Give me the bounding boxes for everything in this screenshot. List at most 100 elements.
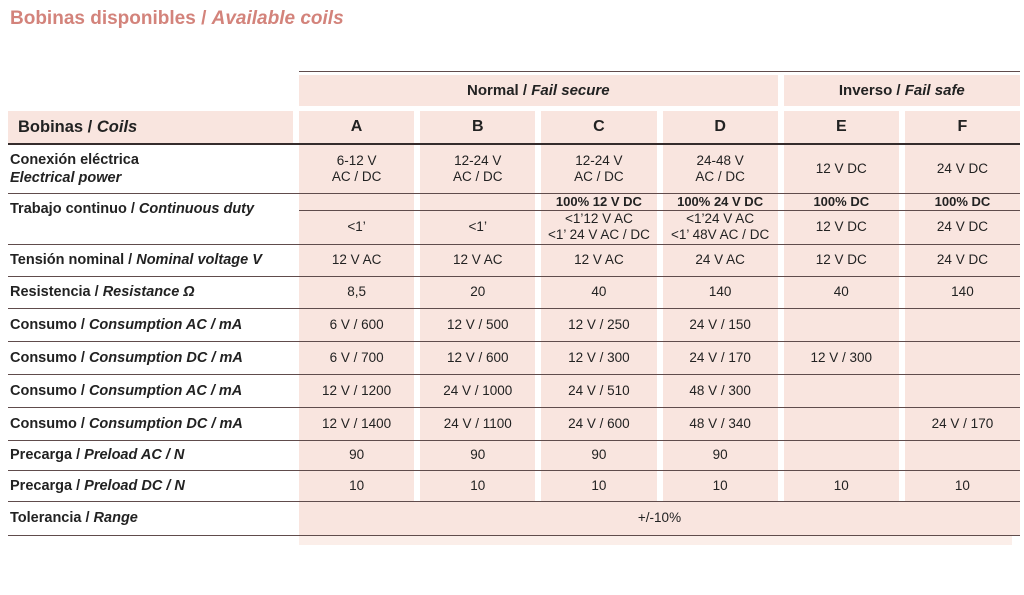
page-title: Bobinas disponibles / Available coils	[10, 8, 1024, 30]
coils-table: Normal / Fail secure Inverso / Fail safe…	[8, 71, 1021, 536]
group-row-spacer	[8, 71, 299, 106]
column-letter-cells: A B C D E F	[299, 111, 1021, 143]
cell-line: 100% DC	[934, 194, 991, 209]
row-label-text: Tensión nominal / Nominal voltage V	[10, 251, 262, 269]
row-label: Tensión nominal / Nominal voltage V	[8, 244, 293, 276]
cell-line: B	[471, 118, 484, 136]
table-cell	[904, 440, 1021, 470]
row-cells: 6 V / 700 12 V / 600 12 V / 300 24 V / 170 1…	[299, 341, 1021, 374]
row-label: Resistencia / Resistance Ω	[8, 276, 293, 308]
row-label: Consumo / Consumption DC / mA	[8, 407, 293, 440]
table-cell: 24-48 V AC / DC	[662, 145, 778, 193]
cell-line: 24 V DC	[936, 160, 988, 176]
table-cell: 6 V / 700	[299, 341, 415, 374]
row-label: Consumo / Consumption AC / mA	[8, 374, 293, 407]
row-label-text: Consumo / Consumption AC / mA	[10, 316, 242, 334]
cell-line: 12 V DC	[815, 160, 867, 176]
table-row: Tolerancia / Range +/-10%	[8, 501, 1020, 536]
table-cell: 12 V DC	[783, 210, 899, 244]
row-label-es: Tensión nominal /	[10, 252, 133, 269]
table-cell: 40	[783, 276, 899, 308]
table-body: Conexión eléctrica Electrical power 6-12 V…	[8, 145, 1021, 536]
row-label-text: Conexión eléctrica Electrical power	[10, 151, 139, 187]
row-label-text: Trabajo continuo / Continuous duty	[10, 200, 254, 218]
row-label-text: Resistencia / Resistance Ω	[10, 283, 195, 301]
table-row: Consumo / Consumption DC / mA 12 V / 1400…	[8, 407, 1021, 441]
row-label-text: Consumo / Consumption DC / mA	[10, 349, 243, 367]
row-label-en: Consumption DC / mA	[88, 349, 243, 366]
cell-line: 12 V AC	[452, 252, 503, 268]
row-label-es: Consumo /	[10, 316, 85, 333]
cell-line: 10	[833, 477, 849, 493]
table-cell: 24 V / 170	[904, 407, 1021, 440]
group-cells: Normal / Fail secure Inverso / Fail safe	[299, 71, 1020, 106]
table-cell: 100% DC	[904, 194, 1021, 210]
cell-line: 48 V / 340	[689, 415, 751, 431]
cell-line: 24 V DC	[936, 219, 988, 235]
cell-line: 40	[591, 284, 607, 300]
cell-line: 24 V / 510	[568, 382, 630, 398]
table-cell: 12 V AC	[299, 244, 415, 276]
table-row: Consumo / Consumption DC / mA 6 V / 700 12…	[8, 341, 1021, 375]
cell-line: AC / DC	[574, 169, 624, 184]
row-label-es: Consumo /	[10, 415, 85, 432]
cell-line: 90	[470, 447, 486, 463]
table-cell: 90	[299, 440, 415, 470]
column-header-row: Bobinas / Coils A B C D E F	[8, 111, 1021, 145]
cell-line: E	[835, 118, 847, 136]
cell-line: A	[350, 118, 363, 136]
row-label-en: Continuous duty	[138, 201, 255, 218]
cell-line: <1’	[468, 219, 487, 235]
row-cells: 90 90 90 90	[299, 440, 1021, 470]
table-cell: 12-24 V AC / DC	[420, 145, 536, 193]
cell-line: C	[593, 118, 605, 136]
table-cell: 10	[541, 470, 657, 501]
table-cell: 12 V AC	[541, 244, 657, 276]
row-cells: 6 V / 600 12 V / 500 12 V / 250 24 V / 150	[299, 308, 1021, 341]
cell-line: <1’	[347, 219, 366, 235]
table-cell: 90	[420, 440, 536, 470]
cell-line: 90	[712, 447, 728, 463]
group-normal-es: Normal /	[467, 82, 528, 99]
group-inverso-es: Inverso /	[838, 82, 901, 99]
table-cell: 12 V / 1200	[299, 374, 415, 407]
row-label-text: Consumo / Consumption AC / mA	[10, 382, 242, 400]
column-header-a: A	[299, 111, 415, 143]
table-cell	[904, 374, 1021, 407]
column-header-b: B	[420, 111, 536, 143]
table-cell: 10	[299, 470, 415, 501]
page-title-es: Bobinas disponibles /	[10, 8, 207, 29]
table-cell: 24 V AC	[662, 244, 778, 276]
cell-line: 6-12 V	[336, 152, 377, 168]
cell-line: 12 V / 1400	[322, 415, 392, 431]
table-cell: 12 V / 300	[783, 341, 899, 374]
table-cell: 10	[420, 470, 536, 501]
cell-line: 12 V DC	[815, 252, 867, 268]
cell-line: 10	[591, 477, 607, 493]
cell-line: 12 V / 300	[810, 349, 873, 365]
continuous-duty-subrow-1: 100% 12 V DC 100% 24 V DC 100% DC 100% DC	[299, 194, 1021, 211]
table-cell: 24 V / 150	[662, 308, 778, 341]
table-cell: <1’24 V AC <1’ 48V AC / DC	[662, 210, 778, 244]
row-cells: 12 V / 1200 24 V / 1000 24 V / 510 48 V / 3…	[299, 374, 1021, 407]
cell-line: 12 V AC	[331, 252, 382, 268]
table-cell: 12-24 V AC / DC	[541, 145, 657, 193]
cell-line: AC / DC	[695, 169, 745, 184]
row-label-en: Preload AC / N	[84, 447, 185, 464]
cell-line: 8,5	[347, 284, 366, 300]
cell-line: +/-10%	[637, 510, 682, 526]
cell-line: 12-24 V	[575, 152, 623, 168]
row-label-text: Tolerancia / Range	[10, 509, 138, 527]
column-group-inverso: Inverso / Fail safe	[783, 75, 1020, 106]
table-cell: 24 V / 1000	[420, 374, 536, 407]
table-cell	[783, 374, 899, 407]
table-cell	[783, 308, 899, 341]
row-label-es: Precarga /	[10, 477, 81, 494]
row-label-en: Nominal voltage V	[136, 252, 262, 269]
column-header-f: F	[904, 111, 1021, 143]
table-row: Conexión eléctrica Electrical power 6-12 V…	[8, 145, 1021, 194]
cell-line: <1’ 24 V AC / DC	[547, 227, 650, 243]
table-cell: 12 V / 600	[420, 341, 536, 374]
row-label-es: Consumo /	[10, 382, 85, 399]
table-cell	[299, 194, 415, 210]
